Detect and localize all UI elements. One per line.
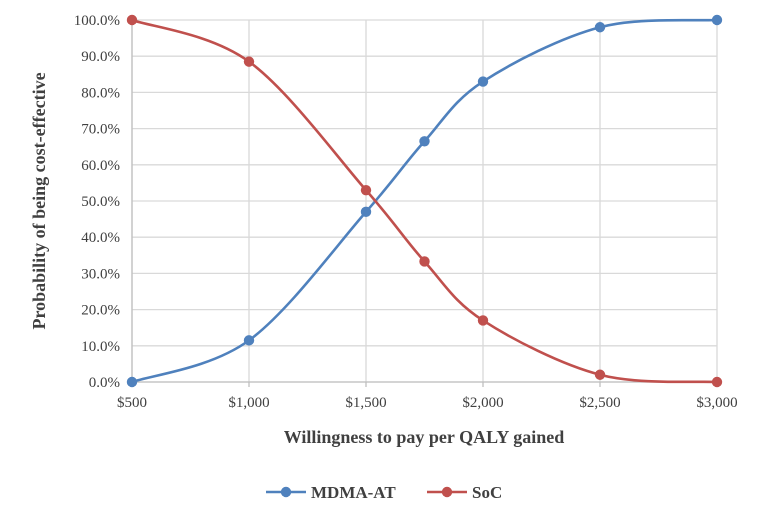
data-point-soc [360, 184, 372, 196]
data-point-soc [477, 315, 489, 326]
data-point-mdma-at [419, 136, 430, 147]
grid [131, 19, 718, 383]
axes [131, 20, 718, 387]
data-point-mdma-at [243, 335, 255, 346]
x-axis-title: Willingness to pay per QALY gained [284, 427, 565, 447]
y-tick-label: 70.0% [81, 122, 120, 138]
legend-swatch-marker [441, 486, 453, 498]
y-tick-label: 10.0% [81, 339, 120, 355]
x-tick-label: $3,000 [696, 395, 737, 411]
data-point-soc [419, 256, 430, 267]
data-point-soc [243, 56, 255, 67]
x-tick-label: $2,500 [579, 395, 620, 411]
y-tick-label: 30.0% [81, 266, 120, 282]
data-point-mdma-at [594, 22, 606, 33]
x-tick-label: $500 [117, 395, 147, 411]
data-point-soc [594, 369, 606, 380]
data-point-mdma-at [711, 14, 723, 26]
y-tick-label: 80.0% [81, 85, 120, 101]
y-tick-label: 90.0% [81, 49, 120, 65]
data-point-mdma-at [477, 76, 489, 87]
x-tick-label: $1,000 [228, 395, 269, 411]
data-point-soc [711, 376, 723, 388]
series [126, 14, 723, 388]
legend-swatch-marker [280, 486, 292, 498]
data-point-mdma-at [360, 206, 372, 218]
y-tick-label: 60.0% [81, 158, 120, 174]
y-axis-title: Probability of being cost-effective [29, 72, 49, 329]
legend-label: SoC [472, 483, 502, 502]
x-tick-label: $1,500 [345, 395, 386, 411]
y-tick-label: 40.0% [81, 230, 120, 246]
legend-item-soc: SoC [427, 483, 502, 502]
legend-item-mdma-at: MDMA-AT [266, 483, 396, 502]
x-tick-label: $2,000 [462, 395, 503, 411]
data-point-mdma-at [126, 376, 138, 388]
data-point-soc [126, 14, 138, 26]
y-tick-label: 20.0% [81, 303, 120, 319]
legend-label: MDMA-AT [311, 483, 396, 502]
y-tick-label: 0.0% [89, 375, 120, 391]
tick-labels: 0.0% 10.0% 20.0% 30.0% 40.0% 50.0% 60.0% 70.0% 8… [74, 13, 738, 411]
y-tick-label: 100.0% [74, 13, 120, 29]
legend: MDMA-AT SoC [266, 483, 502, 502]
y-tick-label: 50.0% [81, 194, 120, 210]
